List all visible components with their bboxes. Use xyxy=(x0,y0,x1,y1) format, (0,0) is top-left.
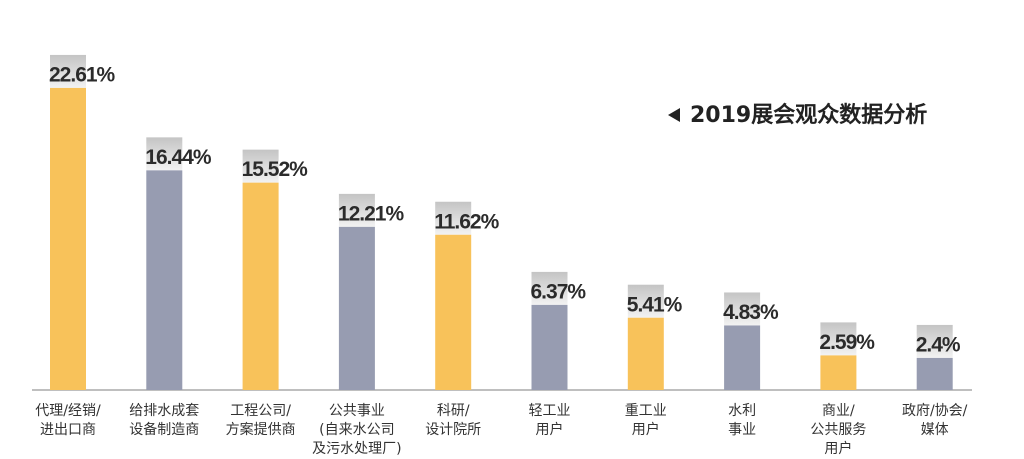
x-tick-label: 公共事业 xyxy=(329,403,385,419)
x-tick-label: 科研/ xyxy=(437,403,470,419)
bar xyxy=(916,357,953,390)
bar xyxy=(724,325,761,390)
x-tick-label: (自来水公司 xyxy=(319,422,394,438)
bar-cap xyxy=(531,271,568,305)
bar-cap xyxy=(242,149,279,183)
bar-cap xyxy=(435,201,472,235)
bar xyxy=(50,87,86,391)
x-tick-label: 进出口商 xyxy=(40,422,96,438)
value-label: 2.4% xyxy=(916,333,961,356)
x-tick-label: 政府/协会/ xyxy=(902,403,968,419)
bar-cap xyxy=(724,292,761,326)
bar xyxy=(627,317,664,390)
x-tick-label: 设备制造商 xyxy=(129,421,199,438)
value-label: 22.61% xyxy=(49,63,116,86)
x-tick-label: 代理/经销/ xyxy=(35,403,101,419)
x-tick-label: 重工业 xyxy=(625,403,667,419)
value-label: 4.83% xyxy=(723,301,779,324)
value-label: 2.59% xyxy=(819,331,875,354)
x-tick-label: 工程公司/ xyxy=(230,403,291,419)
x-tick-label: 水利 xyxy=(728,403,756,419)
x-tick-label: 事业 xyxy=(728,422,756,438)
chart-title: 2019展会观众数据分析 xyxy=(690,102,927,128)
x-tick-label: 用户 xyxy=(632,421,660,438)
x-tick-label: 商业/ xyxy=(822,403,855,419)
bar xyxy=(338,226,375,390)
x-tick-label: 给排水成套 xyxy=(129,403,199,419)
bar xyxy=(531,304,568,390)
x-tick-label: 用户 xyxy=(536,421,564,438)
bar-cap xyxy=(146,137,183,171)
bar-cap xyxy=(627,284,664,318)
x-tick-label: 媒体 xyxy=(921,422,949,438)
x-tick-label: 公共服务 xyxy=(810,422,866,438)
value-label: 15.52% xyxy=(242,158,309,181)
bar-cap xyxy=(820,322,857,356)
bar xyxy=(242,182,279,390)
bar-cap xyxy=(50,54,86,88)
bar-cap xyxy=(338,193,375,227)
bar-cap xyxy=(916,324,953,358)
title-marker xyxy=(668,108,680,122)
bar xyxy=(435,234,472,390)
bar xyxy=(820,355,857,390)
x-tick-label: 及污水处理厂) xyxy=(312,441,401,457)
x-tick-label: 设计院所 xyxy=(425,422,481,438)
x-tick-label: 方案提供商 xyxy=(226,421,296,438)
bar xyxy=(146,170,183,390)
x-tick-label: 用户 xyxy=(824,440,852,457)
value-label: 16.44% xyxy=(145,146,212,169)
value-label: 5.41% xyxy=(627,293,683,316)
value-label: 11.62% xyxy=(434,210,499,233)
x-tick-label: 轻工业 xyxy=(529,403,571,419)
value-label: 12.21% xyxy=(338,202,405,225)
value-label: 6.37% xyxy=(531,280,587,303)
